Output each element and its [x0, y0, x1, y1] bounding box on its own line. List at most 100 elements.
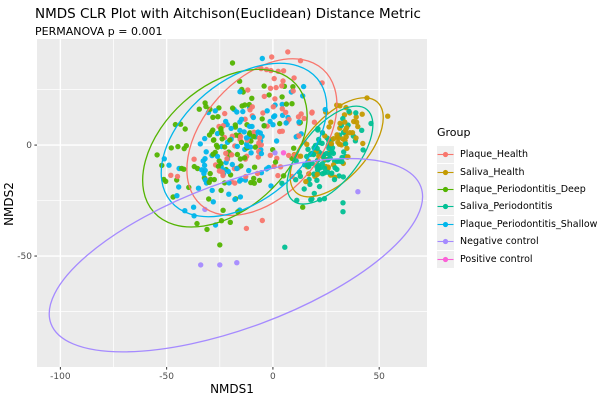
- legend-item: Plaque_Periodontitis_Deep: [437, 180, 597, 198]
- x-tick-label: -100: [50, 372, 71, 382]
- scatter-point-Plaque_Periodontitis_Deep: [256, 177, 263, 184]
- scatter-point-Plaque_Periodontitis_Deep: [239, 103, 245, 109]
- scatter-point-Plaque_Health: [301, 115, 307, 122]
- scatter-point-Plaque_Periodontitis_Deep: [246, 131, 253, 137]
- scatter-point-Plaque_Periodontitis_Shallow: [237, 194, 244, 200]
- legend-item: Positive control: [437, 250, 597, 268]
- scatter-point-Plaque_Periodontitis_Shallow: [201, 162, 208, 169]
- scatter-point-Plaque_Health: [290, 88, 296, 94]
- scatter-point-Saliva_Health: [351, 118, 357, 125]
- scatter-point-Plaque_Periodontitis_Shallow: [279, 101, 285, 108]
- scatter-point-Plaque_Periodontitis_Deep: [251, 180, 257, 186]
- scatter-point-Plaque_Periodontitis_Deep: [210, 127, 216, 133]
- legend-label: Saliva_Periodontitis: [460, 201, 553, 213]
- scatter-point-Negative control: [198, 262, 204, 268]
- scatter-point-Positive control: [280, 150, 287, 156]
- legend-label: Plaque_Health: [460, 149, 529, 161]
- scatter-point-Saliva_Health: [353, 114, 359, 120]
- scatter-point-Plaque_Health: [277, 128, 283, 135]
- legend-label: Negative control: [460, 236, 539, 248]
- scatter-point-Plaque_Periodontitis_Shallow: [247, 144, 254, 150]
- plot-panel: [37, 39, 427, 367]
- legend-label: Plaque_Periodontitis_Deep: [460, 183, 586, 195]
- scatter-point-Plaque_Periodontitis_Shallow: [199, 167, 205, 173]
- scatter-point-Plaque_Periodontitis_Shallow: [268, 183, 274, 189]
- scatter-point-Plaque_Health: [245, 87, 251, 93]
- scatter-point-Saliva_Health: [344, 145, 350, 151]
- scatter-point-Plaque_Health: [280, 78, 286, 84]
- scatter-point-Plaque_Periodontitis_Deep: [196, 106, 202, 112]
- scatter-point-Plaque_Periodontitis_Deep: [238, 139, 245, 146]
- scatter-point-Plaque_Health: [283, 109, 289, 116]
- legend-key-icon: [437, 250, 454, 268]
- legend-title: Group: [437, 126, 471, 139]
- scatter-point-Plaque_Periodontitis_Deep: [272, 159, 279, 165]
- confidence-ellipse-Plaque_Health: [186, 58, 338, 217]
- confidence-ellipse-Plaque_Periodontitis_Shallow: [160, 62, 328, 218]
- scatter-point-Plaque_Periodontitis_Shallow: [214, 130, 221, 137]
- scatter-point-Plaque_Periodontitis_Deep: [249, 95, 255, 102]
- scatter-point-Plaque_Periodontitis_Shallow: [300, 83, 307, 90]
- scatter-point-Plaque_Health: [267, 152, 273, 158]
- scatter-point-Plaque_Periodontitis_Deep: [261, 83, 267, 89]
- scatter-point-Plaque_Periodontitis_Shallow: [174, 193, 180, 199]
- confidence-ellipse-Saliva_Health: [289, 97, 384, 198]
- scatter-point-Plaque_Periodontitis_Shallow: [166, 162, 172, 168]
- legend-label: Plaque_Periodontitis_Shallow: [460, 218, 598, 230]
- scatter-point-Negative control: [272, 150, 278, 156]
- scatter-point-Plaque_Health: [247, 107, 253, 113]
- scatter-point-Plaque_Periodontitis_Deep: [283, 101, 290, 107]
- scatter-point-Plaque_Periodontitis_Shallow: [197, 141, 203, 147]
- scatter-point-Saliva_Periodontitis: [293, 177, 299, 183]
- scatter-point-Saliva_Periodontitis: [307, 181, 313, 187]
- scatter-point-Plaque_Periodontitis_Shallow: [270, 122, 276, 128]
- scatter-point-Plaque_Periodontitis_Shallow: [223, 118, 229, 125]
- legend-item: Saliva_Periodontitis: [437, 198, 597, 216]
- scatter-point-Saliva_Periodontitis: [353, 110, 359, 116]
- scatter-point-Saliva_Health: [304, 141, 310, 147]
- scatter-point-Plaque_Periodontitis_Deep: [237, 156, 244, 162]
- scatter-point-Plaque_Health: [251, 129, 257, 135]
- axis-layer: -100 -50 0 50 0 -50: [17, 141, 385, 382]
- legend-label: Positive control: [460, 253, 533, 265]
- scatter-point-Saliva_Health: [330, 136, 337, 142]
- scatter-point-Plaque_Periodontitis_Shallow: [283, 120, 289, 126]
- scatter-point-Plaque_Health: [260, 110, 266, 116]
- scatter-point-Saliva_Periodontitis: [297, 173, 304, 179]
- scatter-point-Plaque_Health: [291, 75, 297, 81]
- scatter-point-Plaque_Periodontitis_Deep: [259, 116, 265, 122]
- scatter-point-Saliva_Periodontitis: [359, 127, 365, 133]
- scatter-point-Plaque_Periodontitis_Shallow: [241, 129, 247, 135]
- scatter-point-Saliva_Periodontitis: [360, 147, 366, 153]
- scatter-point-Plaque_Periodontitis_Deep: [219, 136, 225, 142]
- scatter-point-Plaque_Periodontitis_Shallow: [237, 89, 243, 95]
- scatter-point-Plaque_Health: [243, 225, 250, 232]
- scatter-point-Plaque_Periodontitis_Deep: [251, 133, 257, 140]
- scatter-point-Saliva_Health: [342, 119, 348, 125]
- scatter-point-Saliva_Health: [340, 136, 346, 142]
- legend-item: Plaque_Periodontitis_Shallow: [437, 215, 598, 233]
- scatter-point-Plaque_Periodontitis_Shallow: [214, 153, 221, 160]
- scatter-point-Plaque_Periodontitis_Deep: [229, 60, 236, 66]
- scatter-point-Plaque_Periodontitis_Deep: [210, 114, 216, 121]
- y-tick-label: -50: [17, 252, 32, 262]
- scatter-point-Plaque_Periodontitis_Shallow: [200, 158, 206, 164]
- scatter-point-Saliva_Health: [353, 135, 359, 141]
- plot-subtitle: PERMANOVA p = 0.001: [35, 25, 163, 38]
- scatter-point-Plaque_Health: [222, 110, 228, 117]
- scatter-point-Saliva_Health: [337, 120, 343, 127]
- scatter-point-Plaque_Health: [279, 83, 285, 89]
- legend-items: Plaque_Health Saliva_Health Plaque_Periodo…: [437, 146, 597, 268]
- scatter-point-Negative control: [202, 206, 208, 213]
- scatter-point-Saliva_Health: [326, 124, 332, 130]
- scatter-point-Saliva_Periodontitis: [308, 197, 314, 203]
- scatter-point-Plaque_Health: [309, 109, 315, 115]
- scatter-point-Plaque_Periodontitis_Deep: [204, 226, 210, 233]
- legend-label: Saliva_Health: [460, 166, 525, 178]
- legend-key-icon: [437, 233, 454, 251]
- scatter-point-Plaque_Periodontitis_Shallow: [250, 114, 257, 121]
- scatter-point-Saliva_Health: [343, 125, 350, 131]
- scatter-point-Plaque_Periodontitis_Shallow: [246, 167, 252, 174]
- scatter-point-Plaque_Periodontitis_Deep: [252, 144, 258, 150]
